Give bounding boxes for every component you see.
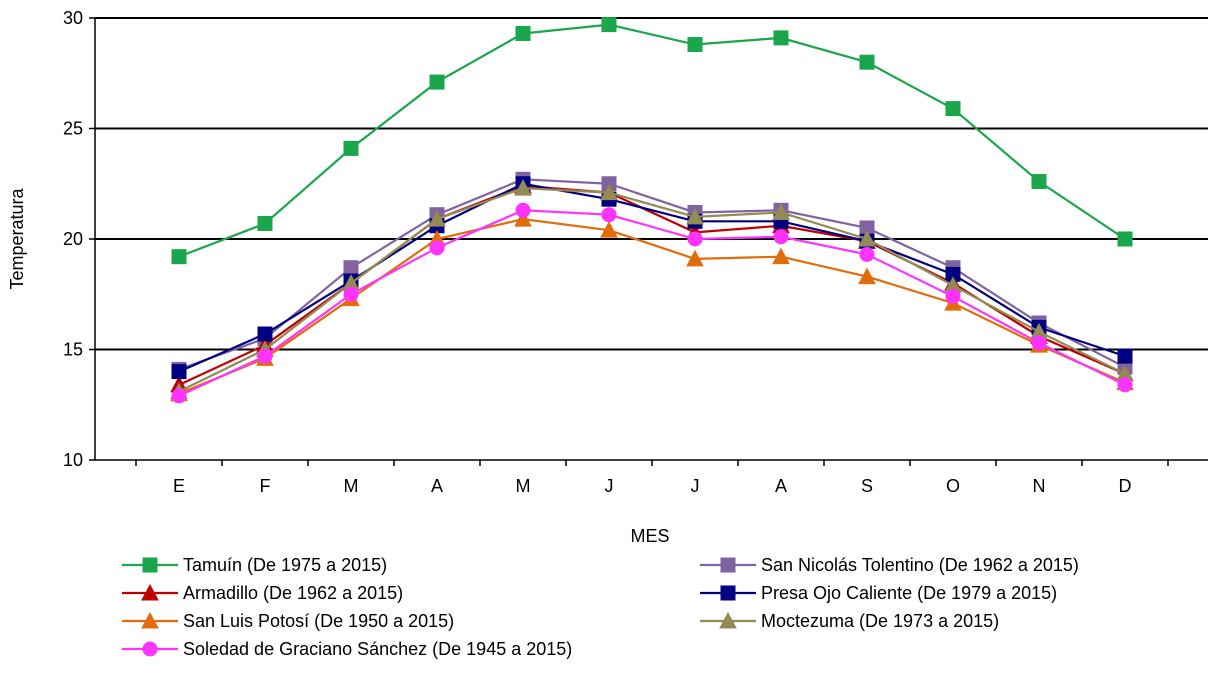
data-point [859,54,875,70]
data-point [515,25,531,41]
series-line [178,182,1126,373]
series-6 [171,202,1133,404]
series-line [178,209,1126,397]
data-point [687,231,703,247]
x-tick-label: N [1033,476,1046,496]
y-tick-label: 30 [63,8,83,28]
data-point [343,260,359,276]
data-point [257,216,273,232]
legend-marker [142,641,158,657]
legend-label: Soledad de Graciano Sánchez (De 1945 a 2… [183,639,572,659]
data-point [773,229,789,245]
data-point [343,286,359,302]
data-point [945,101,961,117]
legend-label: San Nicolás Tolentino (De 1962 a 2015) [761,555,1079,575]
data-point [687,37,703,53]
legend-label: Moctezuma (De 1973 a 2015) [761,611,999,631]
data-point [429,74,445,90]
y-tick-label: 10 [63,450,83,470]
data-point [1031,335,1047,351]
data-point [429,240,445,256]
data-point [686,249,704,267]
legend-item: Armadillo (De 1962 a 2015) [122,583,403,603]
data-point [171,364,187,380]
data-point [945,288,961,304]
data-point [257,348,273,364]
gridlines [95,17,1208,351]
series-line [178,187,1126,393]
data-point [171,249,187,265]
legend-item: Moctezuma (De 1973 a 2015) [700,611,999,631]
legend-label: San Luis Potosí (De 1950 a 2015) [183,611,454,631]
x-tick-label: D [1119,476,1132,496]
data-point [428,210,446,227]
x-tick-label: M [344,476,359,496]
series-line [178,184,1126,386]
x-tick-label: O [946,476,960,496]
data-point [772,247,790,265]
data-point [1031,174,1047,190]
legend-marker [720,557,736,573]
legend-marker [141,583,159,601]
legend-label: Tamuín (De 1975 a 2015) [183,555,387,575]
data-point [515,202,531,218]
legend-marker [141,611,159,629]
data-point [600,221,618,238]
data-point [1117,377,1133,393]
legend-label: Armadillo (De 1962 a 2015) [183,583,403,603]
legend-item: Presa Ojo Caliente (De 1979 a 2015) [700,583,1057,603]
legend-marker [719,611,737,629]
legend-item: Soledad de Graciano Sánchez (De 1945 a 2… [122,639,572,659]
x-tick-label: E [173,476,185,496]
data-point [1117,231,1133,247]
legend-marker [142,557,158,573]
x-tick-label: A [431,476,443,496]
axes: 10 15 20 25 30 E F M A M J J A S O N D [63,8,1208,496]
data-point [772,203,790,220]
series-lines [170,17,1134,404]
x-tick-label: M [516,476,531,496]
x-tick-label: F [260,476,271,496]
data-point [514,179,532,196]
y-tick-label: 15 [63,340,83,360]
x-tick-label: J [691,476,700,496]
legend-item: Tamuín (De 1975 a 2015) [122,555,387,575]
data-point [514,210,532,227]
data-point [171,388,187,404]
x-tick-label: J [605,476,614,496]
data-point [601,207,617,223]
data-point [601,17,617,33]
series-line [178,217,1126,395]
legend-marker [720,585,736,601]
data-point [257,326,273,342]
legend-item: San Nicolás Tolentino (De 1962 a 2015) [700,555,1079,575]
legend: Tamuín (De 1975 a 2015) Armadillo (De 196… [122,555,1079,659]
series-3 [171,176,1133,380]
data-point [773,30,789,46]
data-point [1117,348,1133,364]
data-point [859,246,875,262]
legend-item: San Luis Potosí (De 1950 a 2015) [122,611,454,631]
series-0 [171,17,1133,265]
data-point [858,229,876,247]
y-tick-label: 20 [63,229,83,249]
series-line [178,23,1126,258]
y-axis-title: Temperatura [7,187,27,289]
x-tick-label: S [861,476,873,496]
series-line [178,178,1126,371]
y-tick-label: 25 [63,119,83,139]
x-tick-label: A [775,476,787,496]
data-point [343,140,359,156]
x-axis-title: MES [630,526,669,546]
data-point [600,183,618,201]
legend-label: Presa Ojo Caliente (De 1979 a 2015) [761,583,1057,603]
series-1 [171,171,1133,377]
data-point [686,207,704,225]
data-point [858,267,876,285]
